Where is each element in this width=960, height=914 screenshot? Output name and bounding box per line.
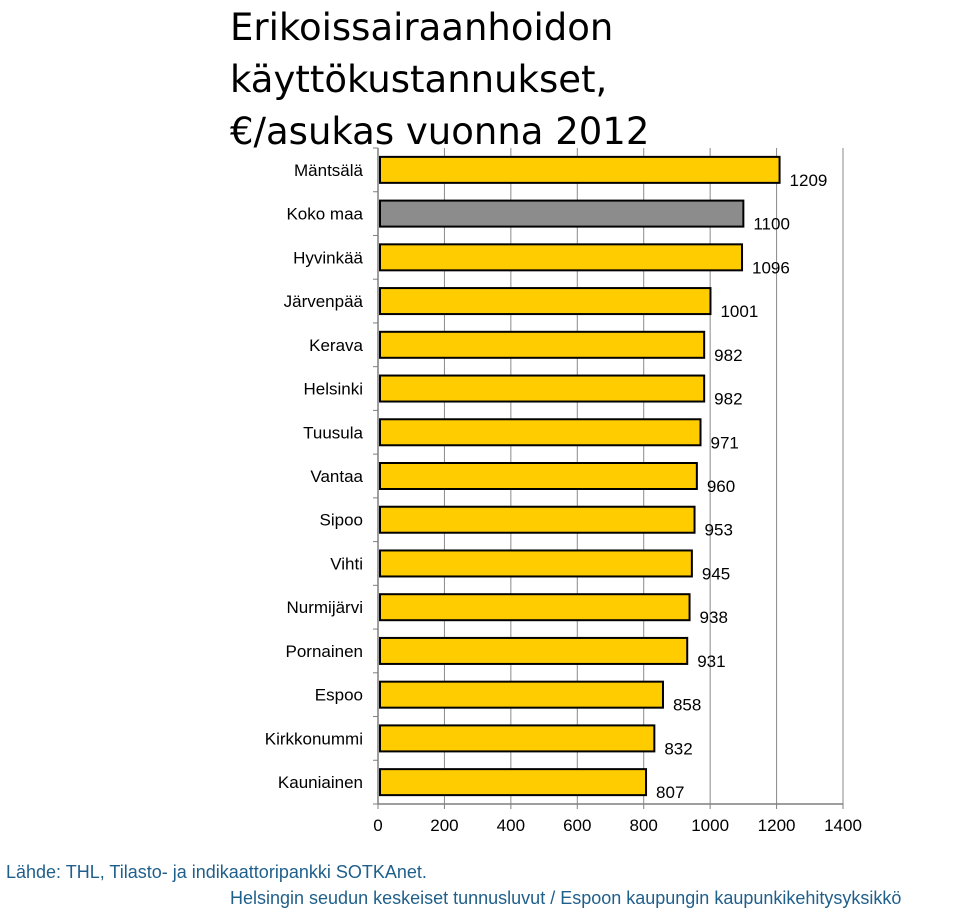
category-label: Pornainen — [285, 642, 363, 661]
bar-Kerava — [379, 330, 706, 359]
category-label: Tuusula — [303, 423, 363, 442]
title-line-1: Erikoissairaanhoidon käyttökustannukset, — [230, 6, 614, 101]
x-tick-label-1200: 1200 — [758, 816, 796, 835]
category-label: Hyvinkää — [293, 248, 363, 267]
category-label: Helsinki — [303, 380, 363, 399]
category-label: Kerava — [309, 336, 363, 355]
category-label: Koko maa — [286, 205, 363, 224]
x-tick-label-1000: 1000 — [691, 816, 729, 835]
x-tick-label-600: 600 — [563, 816, 591, 835]
bar-Hyvinkää — [379, 243, 744, 272]
x-tick-label-200: 200 — [430, 816, 458, 835]
data-label: 807 — [656, 783, 684, 802]
data-label: 982 — [714, 346, 742, 365]
bar-Mäntsälä — [379, 155, 781, 184]
category-label: Vihti — [330, 554, 363, 573]
x-tick-label-1400: 1400 — [824, 816, 862, 835]
data-label: 953 — [705, 521, 733, 540]
data-label: 858 — [673, 696, 701, 715]
category-label: Espoo — [315, 686, 363, 705]
bar-Pornainen — [379, 636, 689, 665]
data-label: 832 — [664, 739, 692, 758]
data-label: 982 — [714, 390, 742, 409]
footer-text: Helsingin seudun keskeiset tunnusluvut /… — [230, 888, 902, 908]
category-label: Sipoo — [320, 511, 363, 530]
bar-Nurmijärvi — [379, 593, 691, 622]
data-label: 945 — [702, 564, 730, 583]
data-label: 1209 — [790, 171, 828, 190]
data-label: 971 — [711, 433, 739, 452]
bar-Järvenpää — [379, 287, 712, 316]
category-label: Mäntsälä — [294, 161, 364, 180]
x-tick-label-0: 0 — [373, 816, 382, 835]
data-label: 1096 — [752, 258, 790, 277]
bar-Kauniainen — [379, 768, 648, 797]
chart-title: Erikoissairaanhoidon käyttökustannukset,… — [230, 2, 955, 158]
x-tick-label-400: 400 — [497, 816, 525, 835]
data-label: 1100 — [753, 215, 790, 234]
x-tick-label-800: 800 — [630, 816, 658, 835]
source-note: Lähde: THL, Tilasto- ja indikaattoripank… — [6, 862, 427, 882]
bar-Vantaa — [379, 462, 698, 490]
title-line-2: €/asukas vuonna 2012 — [230, 110, 650, 153]
bar-Koko maa — [379, 199, 745, 228]
bar-Vihti — [379, 549, 693, 578]
data-label: 938 — [700, 608, 728, 627]
data-label: 931 — [697, 652, 725, 671]
category-label: Kauniainen — [278, 773, 363, 792]
bar-Tuusula — [379, 418, 702, 447]
bar-Espoo — [379, 680, 664, 709]
category-label: Nurmijärvi — [287, 598, 364, 617]
category-label: Järvenpää — [284, 292, 364, 311]
data-label: 960 — [707, 477, 735, 496]
category-label: Vantaa — [310, 467, 363, 486]
category-label: Kirkkonummi — [265, 729, 363, 748]
bar-Kirkkonummi — [379, 724, 656, 753]
data-label: 1001 — [720, 302, 758, 321]
bar-Helsinki — [379, 374, 706, 403]
bar-chart: 0 200 400 600 800 1000 1200 1400 Mäntsälä 1209 Kok… — [265, 147, 862, 835]
bar-Sipoo — [379, 505, 696, 534]
